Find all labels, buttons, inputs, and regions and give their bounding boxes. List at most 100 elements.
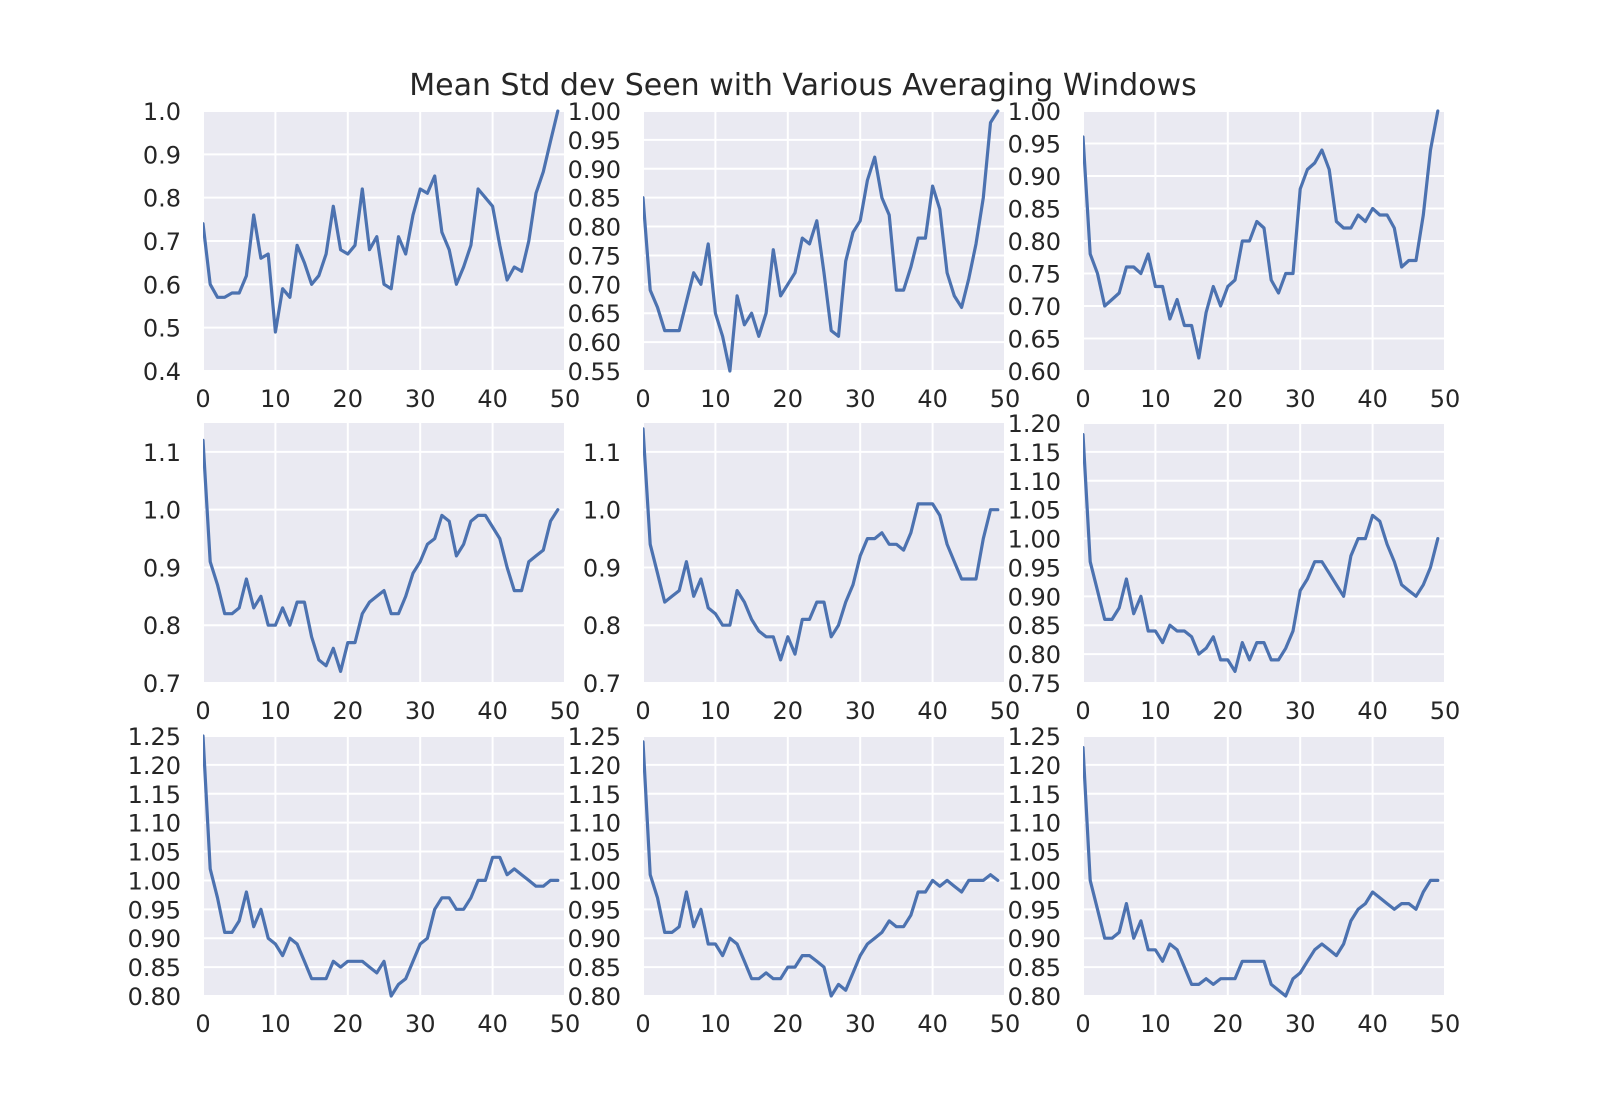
x-tick-label: 50: [550, 1010, 581, 1038]
series-line: [643, 740, 1000, 998]
plot-area: [643, 111, 1005, 371]
y-tick-label: 1.15: [1008, 781, 1061, 809]
subplot-1-1: 0 10 20 30 40 50 0.4 0.5 0.6 0.7 0.8 0.9 1.0: [143, 98, 580, 413]
y-tick-label: 0.75: [568, 242, 621, 270]
y-tick-label: 1.0: [583, 497, 621, 525]
x-tick-label: 10: [1140, 385, 1171, 413]
y-tick-label: 0.95: [1008, 131, 1061, 159]
y-tick-label: 0.95: [1008, 554, 1061, 582]
series-line: [643, 109, 1000, 373]
x-tick-label: 0: [1075, 385, 1090, 413]
y-tick-label: 1.10: [128, 810, 181, 838]
x-tick-label: 20: [773, 385, 804, 413]
y-tick-label: 0.8: [143, 185, 181, 213]
y-tick-label: 1.10: [1008, 468, 1061, 496]
y-tick-label: 0.95: [568, 127, 621, 155]
y-tick-label: 0.80: [1008, 228, 1061, 256]
y-tick-label: 0.80: [128, 983, 181, 1011]
y-tick-label: 0.70: [568, 271, 621, 299]
y-tick-label: 0.90: [128, 925, 181, 953]
y-tick-label: 0.85: [568, 954, 621, 982]
series-line: [1083, 109, 1440, 360]
subplot-2-2: 0 10 20 30 40 50 0.7 0.8 0.9 1.0 1.1: [583, 423, 1020, 725]
y-tick-label: 0.6: [143, 271, 181, 299]
subplot-1-2: 0 10 20 30 40 500.550.600.650.700.750.800.850…: [568, 98, 1021, 413]
y-tick-label: 0.95: [128, 896, 181, 924]
x-tick-label: 20: [1213, 697, 1244, 725]
x-tick-label: 30: [845, 1010, 876, 1038]
y-tick-label: 0.85: [1008, 196, 1061, 224]
plot-area: [1083, 736, 1445, 996]
plot-area: [643, 736, 1005, 996]
y-tick-label: 0.4: [143, 358, 181, 386]
x-tick-label: 40: [917, 385, 948, 413]
x-tick-label: 50: [550, 697, 581, 725]
y-tick-label: 1.15: [568, 781, 621, 809]
y-tick-label: 1.1: [143, 439, 181, 467]
plot-area: [1083, 423, 1445, 683]
y-tick-label: 0.7: [583, 670, 621, 698]
x-tick-label: 40: [1357, 697, 1388, 725]
subplot-grid: 0 10 20 30 40 500.40.50.60.70.80.91.00 10 20 30 4…: [128, 98, 1461, 1038]
x-tick-label: 30: [1285, 697, 1316, 725]
y-tick-label: 0.85: [1008, 612, 1061, 640]
y-tick-label: 0.95: [1008, 896, 1061, 924]
y-tick-label: 0.65: [1008, 326, 1061, 354]
x-tick-label: 50: [1430, 697, 1461, 725]
x-tick-label: 10: [700, 385, 731, 413]
plot-area: [203, 736, 565, 996]
y-tick-label: 1.25: [1008, 723, 1061, 751]
x-tick-label: 10: [260, 385, 291, 413]
x-tick-label: 40: [1357, 385, 1388, 413]
y-tick-label: 1.20: [568, 752, 621, 780]
x-tick-label: 50: [990, 697, 1021, 725]
y-tick-label: 1.00: [568, 867, 621, 895]
y-tick-label: 1.20: [1008, 410, 1061, 438]
y-tick-label: 0.95: [568, 896, 621, 924]
subplot-3-1: 0 10 20 30 40 500.800.850.900.951.001.051.101…: [128, 723, 581, 1038]
x-tick-label: 10: [260, 1010, 291, 1038]
y-tick-label: 1.20: [1008, 752, 1061, 780]
x-tick-label: 0: [1075, 697, 1090, 725]
x-tick-label: 20: [333, 1010, 364, 1038]
y-tick-label: 0.90: [568, 925, 621, 953]
x-tick-label: 30: [405, 1010, 436, 1038]
y-tick-label: 0.60: [1008, 358, 1061, 386]
y-tick-label: 0.90: [1008, 583, 1061, 611]
x-tick-label: 10: [1140, 697, 1171, 725]
x-tick-label: 0: [635, 385, 650, 413]
y-tick-label: 0.85: [1008, 954, 1061, 982]
series-line: [1083, 433, 1440, 674]
x-tick-label: 50: [550, 385, 581, 413]
y-tick-label: 0.70: [1008, 293, 1061, 321]
x-tick-label: 0: [1075, 1010, 1090, 1038]
y-tick-label: 1.00: [1008, 867, 1061, 895]
plot-area: [643, 423, 1005, 683]
y-tick-label: 1.25: [128, 723, 181, 751]
y-tick-label: 1.00: [1008, 98, 1061, 126]
x-tick-label: 40: [477, 697, 508, 725]
x-tick-label: 30: [1285, 1010, 1316, 1038]
plot-area: [203, 423, 565, 683]
x-tick-label: 50: [1430, 1010, 1461, 1038]
y-tick-label: 0.55: [568, 358, 621, 386]
x-tick-label: 0: [195, 697, 210, 725]
x-tick-label: 0: [195, 385, 210, 413]
y-tick-label: 1.15: [1008, 439, 1061, 467]
y-tick-label: 0.80: [568, 983, 621, 1011]
x-tick-label: 20: [333, 697, 364, 725]
y-tick-label: 0.9: [143, 554, 181, 582]
y-tick-label: 1.05: [568, 839, 621, 867]
x-tick-label: 10: [260, 697, 291, 725]
y-tick-label: 0.5: [143, 315, 181, 343]
y-tick-label: 1.10: [1008, 810, 1061, 838]
y-tick-label: 0.8: [143, 612, 181, 640]
y-tick-label: 0.9: [143, 141, 181, 169]
x-tick-label: 30: [405, 697, 436, 725]
y-tick-label: 0.85: [568, 185, 621, 213]
y-tick-label: 0.75: [1008, 670, 1061, 698]
x-tick-label: 40: [917, 697, 948, 725]
figure-title: Mean Std dev Seen with Various Averaging…: [409, 68, 1197, 103]
x-tick-label: 50: [990, 1010, 1021, 1038]
